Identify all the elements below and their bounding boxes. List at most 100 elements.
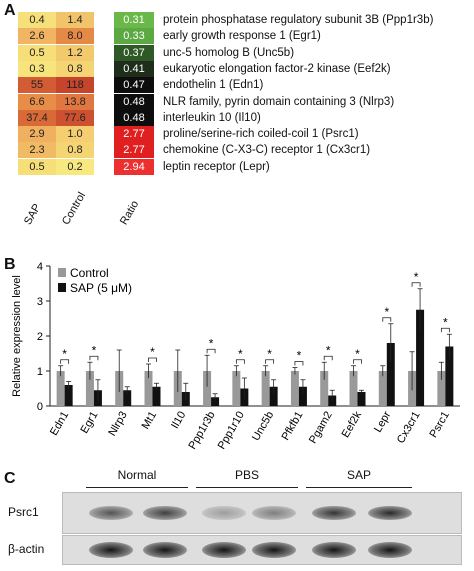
heatmap-cell-control: 13.8 — [56, 93, 94, 110]
significance-bracket — [148, 357, 157, 362]
bar-control — [349, 371, 358, 406]
heatmap-cell-sap: 2.9 — [18, 126, 56, 143]
heatmap-cell-sap: 6.6 — [18, 93, 56, 110]
heatmap-cell-sap: 0.5 — [18, 158, 56, 175]
gene-label: unc-5 homolog B (Unc5b) — [163, 46, 295, 59]
bar-control — [203, 371, 212, 406]
y-tick-label: 1 — [37, 366, 43, 378]
x-tick-label: Cx3cr1 — [395, 410, 423, 446]
bar-chart: 0 1 2 3 4 Relative expression level * Edn1 * Egr1… — [11, 261, 460, 452]
gene-label: chemokine (C-X3-C) receptor 1 (Cx3cr1) — [163, 144, 371, 157]
significance-mark: * — [414, 270, 419, 284]
blot-row-label: β-actin — [8, 542, 45, 556]
heatmap-cell-control: 1.0 — [56, 126, 94, 143]
legend-swatch — [58, 283, 66, 292]
bar-sap — [123, 390, 132, 406]
significance-bracket — [265, 359, 275, 364]
heatmap-cell-ratio: 0.33 — [114, 28, 154, 45]
significance-bracket — [206, 348, 216, 354]
blot-band — [202, 506, 246, 520]
heatmap-cell-control: 8.0 — [56, 28, 94, 45]
group-label: Normal — [117, 468, 157, 482]
group-divider-line — [196, 487, 298, 488]
y-tick-label: 4 — [37, 261, 43, 273]
blot-band — [312, 542, 356, 558]
bar-control — [56, 371, 65, 406]
bar-sap — [298, 386, 307, 406]
significance-bracket — [89, 355, 99, 361]
significance-mark: * — [238, 347, 243, 361]
heatmap-cell-ratio: 0.37 — [114, 44, 154, 61]
bar-sap — [357, 392, 366, 406]
significance-mark: * — [92, 343, 97, 357]
blot-band — [143, 542, 187, 558]
heatmap-cell-sap: 37.4 — [18, 109, 56, 126]
blot-band — [89, 542, 133, 558]
gene-label: leptin receptor (Lepr) — [163, 160, 270, 173]
significance-mark: * — [384, 305, 389, 319]
bar-control — [320, 371, 329, 406]
heatmap-cell-sap: 2.6 — [18, 28, 56, 45]
blot-row-label: Psrc1 — [8, 505, 39, 519]
significance-mark: * — [62, 347, 67, 361]
heatmap-cell-ratio: 2.94 — [114, 158, 154, 175]
gene-label: interleukin 10 (Il10) — [163, 111, 261, 124]
y-axis-label: Relative expression level — [11, 275, 23, 397]
significance-bracket — [382, 317, 392, 322]
significance-bracket — [353, 359, 362, 364]
x-tick-label: Nlrp3 — [106, 410, 130, 439]
heatmap-cell-control: 0.2 — [56, 158, 94, 175]
x-tick-label: Ppp1r10 — [216, 410, 247, 452]
significance-mark: * — [443, 315, 448, 329]
heatmap-cell-ratio: 0.41 — [114, 60, 154, 77]
gene-label: protein phosphatase regulatory subunit 3… — [163, 14, 434, 26]
bar-sap — [269, 386, 278, 406]
blot-band — [252, 542, 296, 558]
gene-label: proline/serine-rich coiled-coil 1 (Psrc1… — [163, 128, 359, 141]
significance-bracket — [440, 327, 450, 333]
bar-control — [85, 371, 94, 406]
heatmap-cell-ratio: 0.48 — [114, 109, 154, 126]
bar-sap — [64, 385, 73, 406]
heatmap-cell-ratio: 0.48 — [114, 93, 154, 110]
heatmap-cell-ratio: 0.47 — [114, 77, 154, 94]
gene-label: early growth response 1 (Egr1) — [163, 30, 321, 43]
y-tick-label: 0 — [37, 401, 43, 413]
significance-mark: * — [355, 347, 360, 361]
significance-mark: * — [209, 336, 214, 350]
x-tick-label: Edn1 — [48, 410, 71, 438]
x-tick-label: Egr1 — [79, 410, 101, 436]
panel-b-letter: B — [4, 256, 16, 273]
significance-mark: * — [267, 347, 272, 361]
bar-control — [378, 371, 387, 406]
blot-band — [89, 506, 133, 520]
gene-label: eukaryotic elongation factor-2 kinase (E… — [163, 62, 391, 75]
bar-control — [261, 371, 270, 406]
significance-bracket — [294, 361, 304, 366]
bar-sap — [211, 397, 220, 406]
y-tick-label: 3 — [37, 296, 43, 308]
heatmap-cell-sap: 2.3 — [18, 142, 56, 159]
legend-label: Control — [70, 266, 109, 280]
bar-control — [144, 371, 153, 406]
significance-bracket — [235, 359, 245, 364]
blot-band — [202, 542, 246, 558]
heatmap-cell-control: 1.4 — [56, 12, 94, 28]
x-tick-label: Psrc1 — [428, 410, 452, 440]
blot-band — [252, 506, 296, 520]
x-tick-label: Lepr — [372, 409, 394, 434]
x-tick-label: Eef2k — [340, 409, 365, 440]
x-tick-label: Unc5b — [250, 410, 276, 444]
heatmap-cell-control: 77.6 — [56, 109, 94, 126]
significance-bracket — [323, 355, 333, 361]
group-label: PBS — [234, 468, 259, 482]
x-tick-label: Pfkfb1 — [280, 410, 306, 443]
significance-mark: * — [150, 345, 155, 359]
y-tick-label: 2 — [37, 331, 43, 343]
legend-swatch — [58, 268, 66, 277]
legend-label: SAP (5 μM) — [70, 281, 132, 295]
heatmap-column-label: Ratio — [118, 198, 142, 227]
bar-control — [290, 371, 299, 406]
significance-mark: * — [326, 343, 331, 357]
bar-sap — [416, 309, 425, 406]
